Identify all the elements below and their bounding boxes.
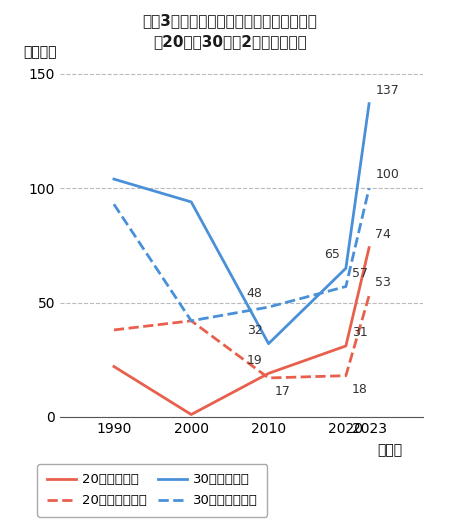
Text: 19: 19 — [246, 354, 262, 366]
Text: （20代、30代　2人以上世帯）: （20代、30代 2人以上世帯） — [153, 34, 306, 49]
Text: 18: 18 — [351, 382, 367, 395]
Text: 17: 17 — [274, 385, 290, 398]
Text: 31: 31 — [351, 326, 367, 339]
Text: 53: 53 — [375, 276, 390, 289]
Text: 48: 48 — [246, 287, 262, 300]
Text: 74: 74 — [375, 228, 390, 241]
Legend: 20代負債保有, 20代負債非保有, 30代負債保有, 30代負債非保有: 20代負債保有, 20代負債非保有, 30代負債保有, 30代負債非保有 — [37, 464, 267, 516]
Text: （万円）: （万円） — [23, 45, 57, 59]
Text: 57: 57 — [351, 267, 367, 280]
Text: 32: 32 — [246, 324, 262, 337]
Text: （年）: （年） — [376, 443, 401, 457]
Text: 100: 100 — [375, 168, 398, 181]
Text: 65: 65 — [323, 249, 339, 262]
Text: 図表3　負債の有無別にみた有価証券残高: 図表3 負債の有無別にみた有価証券残高 — [142, 13, 317, 28]
Text: 137: 137 — [375, 84, 398, 97]
